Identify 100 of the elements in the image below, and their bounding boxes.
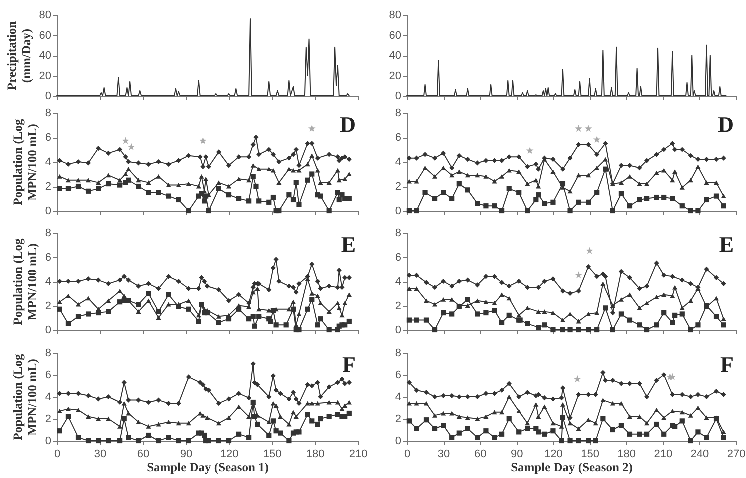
y-tick-label: 8	[395, 108, 402, 120]
point	[688, 327, 694, 333]
point	[123, 154, 128, 160]
point	[318, 286, 324, 292]
point	[136, 302, 142, 308]
point	[672, 170, 678, 174]
point	[525, 285, 530, 290]
point	[721, 316, 726, 322]
point	[542, 322, 548, 328]
point	[176, 304, 182, 310]
point	[246, 316, 252, 322]
point	[256, 314, 262, 320]
point	[441, 150, 446, 156]
y-tick-label: 4	[45, 276, 52, 288]
point	[414, 426, 420, 432]
point	[424, 401, 430, 406]
point	[559, 438, 564, 444]
point	[326, 152, 332, 158]
point	[406, 156, 412, 161]
point	[704, 157, 710, 162]
point	[198, 380, 203, 386]
point	[603, 274, 608, 280]
point	[536, 166, 542, 172]
point	[654, 194, 660, 200]
point	[654, 295, 660, 300]
point	[618, 312, 624, 317]
point	[57, 158, 62, 164]
point	[96, 278, 102, 283]
point	[310, 172, 315, 177]
point	[627, 432, 633, 437]
point	[186, 438, 192, 444]
point	[637, 322, 642, 328]
annotation: D	[340, 112, 356, 137]
point	[627, 204, 633, 209]
point	[294, 396, 299, 402]
point	[688, 394, 694, 400]
point	[542, 201, 548, 206]
point	[542, 432, 548, 437]
point	[506, 381, 512, 386]
point	[672, 147, 678, 152]
point	[576, 173, 582, 178]
point	[618, 401, 624, 406]
point	[424, 280, 430, 286]
point	[506, 312, 512, 318]
point	[305, 382, 310, 388]
y-tick-label: 80	[39, 10, 52, 22]
point	[637, 381, 642, 386]
point	[465, 394, 470, 400]
point	[644, 196, 650, 202]
point	[278, 414, 284, 420]
point	[414, 286, 420, 291]
y-tick-label: 20	[39, 70, 52, 82]
point	[475, 298, 480, 304]
point	[274, 257, 279, 262]
point	[176, 278, 182, 284]
point	[560, 327, 566, 333]
point	[475, 160, 480, 166]
point	[255, 422, 260, 428]
point	[106, 394, 112, 400]
point	[284, 322, 289, 328]
point	[274, 388, 279, 393]
point	[696, 392, 701, 398]
point	[166, 435, 172, 440]
point	[166, 420, 172, 425]
point	[414, 156, 420, 161]
point	[432, 285, 438, 290]
point	[688, 438, 694, 444]
point	[236, 391, 242, 396]
point	[76, 391, 82, 396]
point	[670, 320, 676, 326]
point	[516, 190, 522, 196]
point	[66, 406, 72, 412]
point	[456, 170, 462, 174]
point	[206, 438, 212, 444]
point	[200, 137, 207, 144]
point	[644, 158, 650, 164]
point	[236, 404, 242, 410]
point	[226, 438, 232, 444]
point	[721, 435, 726, 440]
y-tick-label: 40	[389, 50, 402, 62]
point	[126, 411, 132, 416]
point	[204, 154, 209, 160]
point	[559, 396, 564, 401]
point	[346, 196, 352, 202]
point	[680, 278, 685, 283]
point	[274, 322, 279, 328]
point	[336, 158, 342, 164]
point	[484, 204, 489, 209]
y-tick-label: 60	[389, 30, 402, 42]
y-tick-label: 4	[45, 156, 52, 168]
point	[536, 430, 542, 435]
point	[290, 410, 296, 415]
point	[296, 312, 302, 316]
point	[603, 166, 608, 172]
point	[290, 197, 296, 203]
point	[610, 304, 616, 308]
point	[654, 378, 660, 384]
point	[196, 286, 202, 292]
point	[600, 416, 606, 422]
y-tick-label: 0	[45, 90, 52, 102]
